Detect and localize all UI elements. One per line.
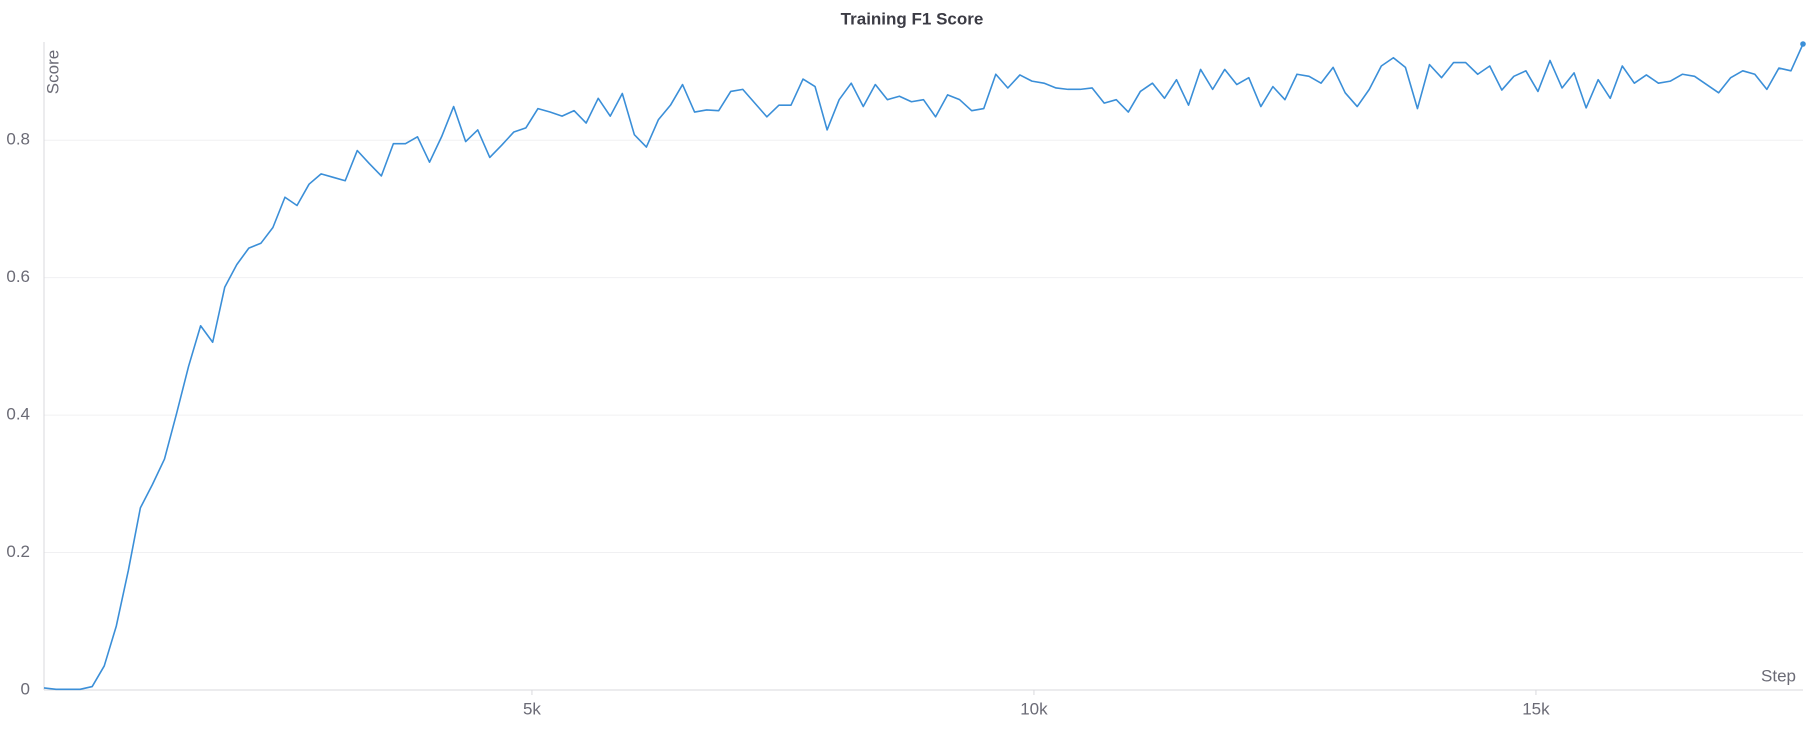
x-axis-label: Step xyxy=(1761,666,1796,685)
y-tick-label: 0.6 xyxy=(6,267,30,286)
x-tick-label: 5k xyxy=(523,699,541,718)
y-tick-label: 0 xyxy=(21,679,30,698)
series-line xyxy=(43,43,1804,691)
x-tick-label: 10k xyxy=(1020,699,1048,718)
x-tick-label: 15k xyxy=(1522,699,1550,718)
y-tick-label: 0.2 xyxy=(6,542,30,561)
y-axis-label: Score xyxy=(43,50,62,94)
chart-title: Training F1 Score xyxy=(841,9,984,28)
last-point xyxy=(1800,41,1806,47)
y-tick-label: 0.4 xyxy=(6,405,30,424)
y-tick-label: 0.8 xyxy=(6,130,30,149)
